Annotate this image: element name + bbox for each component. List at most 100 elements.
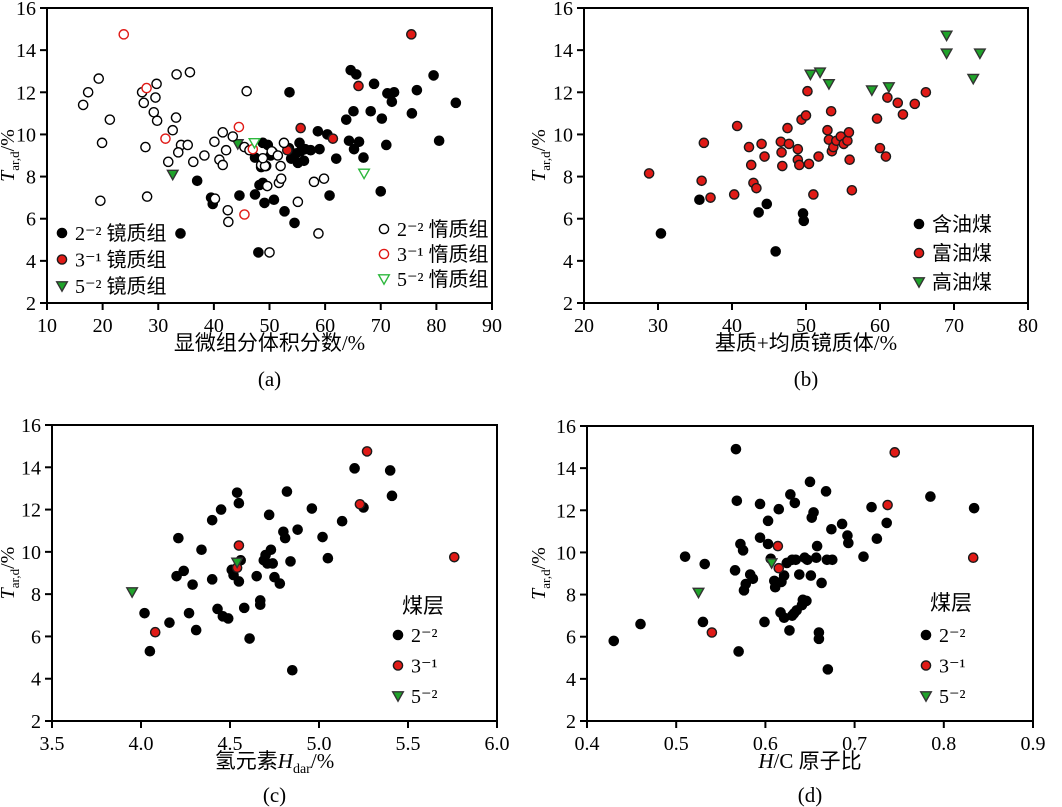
data-point: [784, 625, 795, 636]
data-point: [292, 196, 304, 208]
data-point: [759, 616, 770, 628]
data-point: [816, 577, 827, 589]
data-point: [696, 175, 707, 187]
y-tick-label: 16: [21, 415, 41, 437]
data-point: [215, 504, 227, 515]
data-point: [93, 73, 105, 84]
data-point: [365, 105, 377, 117]
data-point: [820, 486, 832, 497]
y-tick-label: 14: [556, 458, 576, 480]
data-point: [350, 69, 362, 80]
y-axis-label: Tar,d/%: [531, 547, 553, 600]
data-point: [230, 557, 244, 570]
series-d: [608, 443, 980, 675]
data-point: [805, 570, 817, 581]
data-point: [803, 158, 815, 170]
data-point: [247, 137, 261, 150]
data-point: [249, 189, 261, 200]
data-point: [920, 86, 932, 98]
legend-marker: [56, 227, 68, 239]
data-point: [118, 29, 130, 40]
data-point: [171, 69, 182, 80]
data-point: [826, 554, 838, 566]
x-axis-label: 氢元素Hdar/%: [215, 749, 334, 777]
data-point: [289, 217, 300, 229]
data-point: [173, 532, 184, 544]
data-point: [699, 558, 711, 570]
data-point: [279, 532, 291, 544]
data-point: [792, 143, 804, 155]
data-point: [765, 558, 779, 570]
data-point: [251, 570, 263, 582]
data-point: [836, 518, 848, 530]
data-point: [384, 465, 396, 476]
data-point: [220, 144, 232, 156]
data-point: [138, 97, 150, 109]
x-axis-label-part: /C 原子比: [774, 749, 862, 773]
data-point: [940, 30, 954, 43]
x-tick-label: 4.5: [218, 733, 243, 755]
x-tick-label: 0.6: [753, 733, 778, 755]
data-point: [730, 443, 742, 455]
data-point: [448, 551, 460, 563]
data-point: [349, 463, 360, 474]
y-axis-label-part: ar,d: [538, 151, 553, 171]
data-point: [808, 189, 819, 200]
plot-frame: [586, 425, 1034, 722]
legend-marker: [391, 691, 405, 703]
y-tick-label: 10: [16, 124, 36, 146]
data-point: [190, 624, 202, 636]
data-point: [406, 108, 418, 119]
y-tick-label: 14: [553, 40, 573, 62]
data-point: [871, 113, 883, 124]
data-point: [804, 476, 816, 488]
data-point: [381, 139, 392, 151]
data-point: [743, 141, 755, 153]
data-point: [254, 599, 266, 611]
data-point: [151, 78, 162, 90]
x-tick-label: 20: [574, 315, 594, 337]
data-point: [191, 175, 203, 187]
data-point: [285, 556, 296, 567]
y-tick-label: 8: [31, 584, 41, 606]
data-point: [149, 626, 161, 638]
x-axis-label-part: 显微组分体积分数/%: [174, 331, 365, 355]
x-tick-label: 80: [1018, 315, 1038, 337]
data-point: [178, 565, 190, 577]
x-tick-label: 0.8: [931, 733, 956, 755]
legend-label: 3⁻¹ 镜质组: [75, 249, 167, 272]
x-axis-label-part: dar: [293, 762, 311, 777]
data-point: [871, 533, 883, 545]
data-point: [231, 487, 243, 498]
data-point: [785, 489, 796, 500]
data-point: [139, 607, 150, 619]
data-point: [754, 498, 766, 510]
y-tick-label: 4: [31, 669, 41, 691]
data-point: [892, 97, 904, 109]
y-axis-label-part: ar,d: [7, 151, 22, 171]
data-point: [865, 85, 879, 97]
data-point: [428, 70, 439, 81]
data-point: [802, 85, 813, 97]
data-point: [679, 551, 691, 562]
data-point: [782, 122, 793, 134]
data-point: [183, 607, 195, 619]
data-point: [753, 207, 764, 218]
data-point: [842, 135, 853, 147]
legend-label: 3⁻¹: [939, 656, 966, 678]
x-tick-label: 5.0: [307, 733, 332, 755]
data-point: [747, 573, 759, 585]
data-point: [801, 595, 812, 607]
data-point: [386, 96, 398, 108]
y-tick-label: 10: [21, 542, 41, 564]
data-point: [305, 144, 316, 156]
legend-label: 2⁻² 镜质组: [75, 222, 167, 245]
x-tick-label: 20: [93, 315, 113, 337]
data-point: [96, 137, 108, 149]
x-tick-label: 40: [722, 315, 742, 337]
data-point: [762, 515, 774, 527]
data-point: [808, 507, 819, 518]
data-point: [889, 447, 901, 458]
data-point: [803, 69, 817, 82]
x-tick-label: 3.5: [40, 733, 65, 755]
